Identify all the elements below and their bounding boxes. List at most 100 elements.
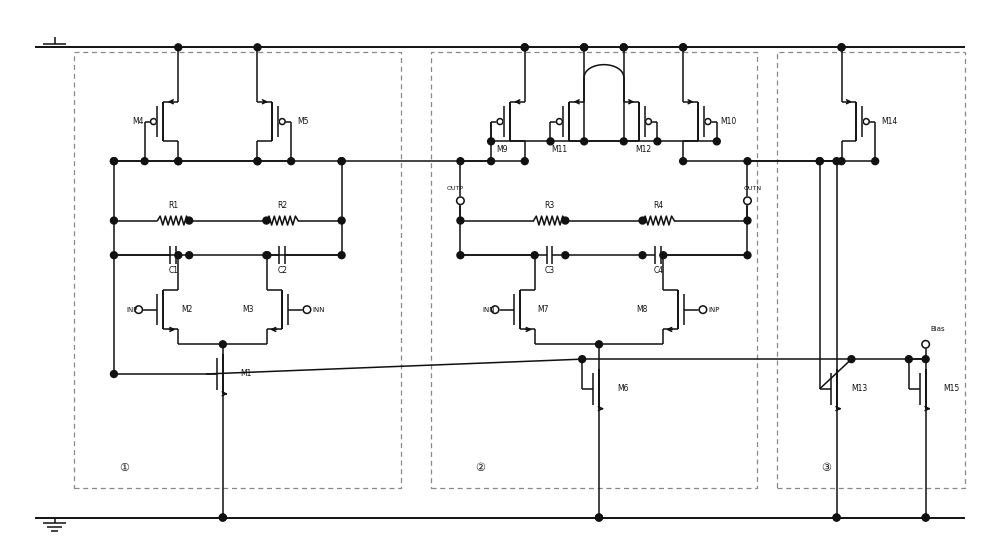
Text: R4: R4: [653, 201, 664, 210]
Circle shape: [699, 306, 707, 313]
Circle shape: [744, 158, 751, 164]
Text: M7: M7: [538, 305, 549, 314]
Circle shape: [833, 514, 840, 521]
Circle shape: [175, 44, 182, 51]
Circle shape: [135, 306, 142, 313]
Circle shape: [288, 158, 295, 164]
Circle shape: [488, 158, 495, 164]
Circle shape: [581, 44, 588, 51]
Circle shape: [175, 158, 182, 164]
Circle shape: [833, 158, 840, 164]
Text: C4: C4: [653, 266, 663, 274]
Circle shape: [816, 158, 823, 164]
Circle shape: [219, 341, 226, 348]
Circle shape: [872, 158, 879, 164]
Circle shape: [254, 44, 261, 51]
Circle shape: [531, 252, 538, 258]
Circle shape: [816, 158, 823, 164]
Circle shape: [521, 44, 528, 51]
Text: C3: C3: [544, 266, 555, 274]
Circle shape: [838, 158, 845, 164]
Circle shape: [263, 252, 270, 258]
Circle shape: [620, 44, 627, 51]
Text: M14: M14: [881, 117, 897, 126]
Text: M11: M11: [551, 145, 567, 154]
Text: M15: M15: [943, 384, 960, 393]
Circle shape: [254, 158, 261, 164]
Circle shape: [110, 252, 117, 258]
Text: M12: M12: [635, 145, 652, 154]
Circle shape: [744, 197, 751, 205]
Text: INN: INN: [312, 307, 324, 312]
Text: R3: R3: [544, 201, 555, 210]
Circle shape: [680, 158, 687, 164]
Text: INP: INP: [127, 307, 138, 312]
Circle shape: [141, 158, 148, 164]
Text: Bias: Bias: [931, 327, 945, 332]
Circle shape: [263, 217, 270, 224]
Text: INP: INP: [708, 307, 719, 312]
Text: R2: R2: [277, 201, 287, 210]
Text: M1: M1: [241, 370, 252, 378]
Text: M3: M3: [243, 305, 254, 314]
Circle shape: [186, 217, 193, 224]
Circle shape: [491, 306, 499, 313]
Circle shape: [562, 252, 569, 258]
Circle shape: [654, 138, 661, 145]
Circle shape: [264, 252, 271, 258]
Circle shape: [848, 356, 855, 362]
Circle shape: [110, 158, 117, 164]
Circle shape: [922, 514, 929, 521]
Text: R1: R1: [168, 201, 178, 210]
Text: ③: ③: [822, 463, 832, 473]
Circle shape: [279, 119, 285, 124]
Circle shape: [581, 138, 588, 145]
Circle shape: [705, 119, 711, 124]
Circle shape: [922, 514, 929, 521]
Text: ①: ①: [119, 463, 129, 473]
Circle shape: [905, 356, 912, 362]
Circle shape: [521, 44, 528, 51]
Circle shape: [338, 217, 345, 224]
Text: M9: M9: [496, 145, 508, 154]
Circle shape: [151, 119, 157, 124]
Text: M6: M6: [617, 384, 628, 393]
Circle shape: [744, 217, 751, 224]
Text: M10: M10: [720, 117, 736, 126]
Circle shape: [110, 217, 117, 224]
Circle shape: [922, 340, 929, 348]
Circle shape: [488, 138, 495, 145]
Circle shape: [175, 252, 182, 258]
Circle shape: [863, 119, 869, 124]
Circle shape: [680, 44, 687, 51]
Circle shape: [579, 356, 586, 362]
Circle shape: [639, 217, 646, 224]
Circle shape: [547, 138, 554, 145]
Circle shape: [110, 371, 117, 377]
Circle shape: [646, 119, 651, 124]
Text: C2: C2: [277, 266, 287, 274]
Text: M13: M13: [851, 384, 868, 393]
Circle shape: [838, 44, 845, 51]
Circle shape: [581, 44, 588, 51]
Circle shape: [660, 252, 667, 258]
Circle shape: [338, 158, 345, 164]
Text: C1: C1: [168, 266, 178, 274]
Circle shape: [713, 138, 720, 145]
Circle shape: [338, 158, 345, 164]
Circle shape: [175, 158, 182, 164]
Circle shape: [562, 217, 569, 224]
Text: ②: ②: [475, 463, 485, 473]
Circle shape: [254, 158, 261, 164]
Circle shape: [219, 514, 226, 521]
Circle shape: [620, 44, 627, 51]
Text: M5: M5: [297, 117, 309, 126]
Circle shape: [497, 119, 503, 124]
Circle shape: [639, 252, 646, 258]
Text: M8: M8: [637, 305, 648, 314]
Circle shape: [110, 158, 117, 164]
Text: OUTN: OUTN: [743, 186, 761, 191]
Text: M4: M4: [132, 117, 143, 126]
Circle shape: [457, 252, 464, 258]
Circle shape: [457, 197, 464, 205]
